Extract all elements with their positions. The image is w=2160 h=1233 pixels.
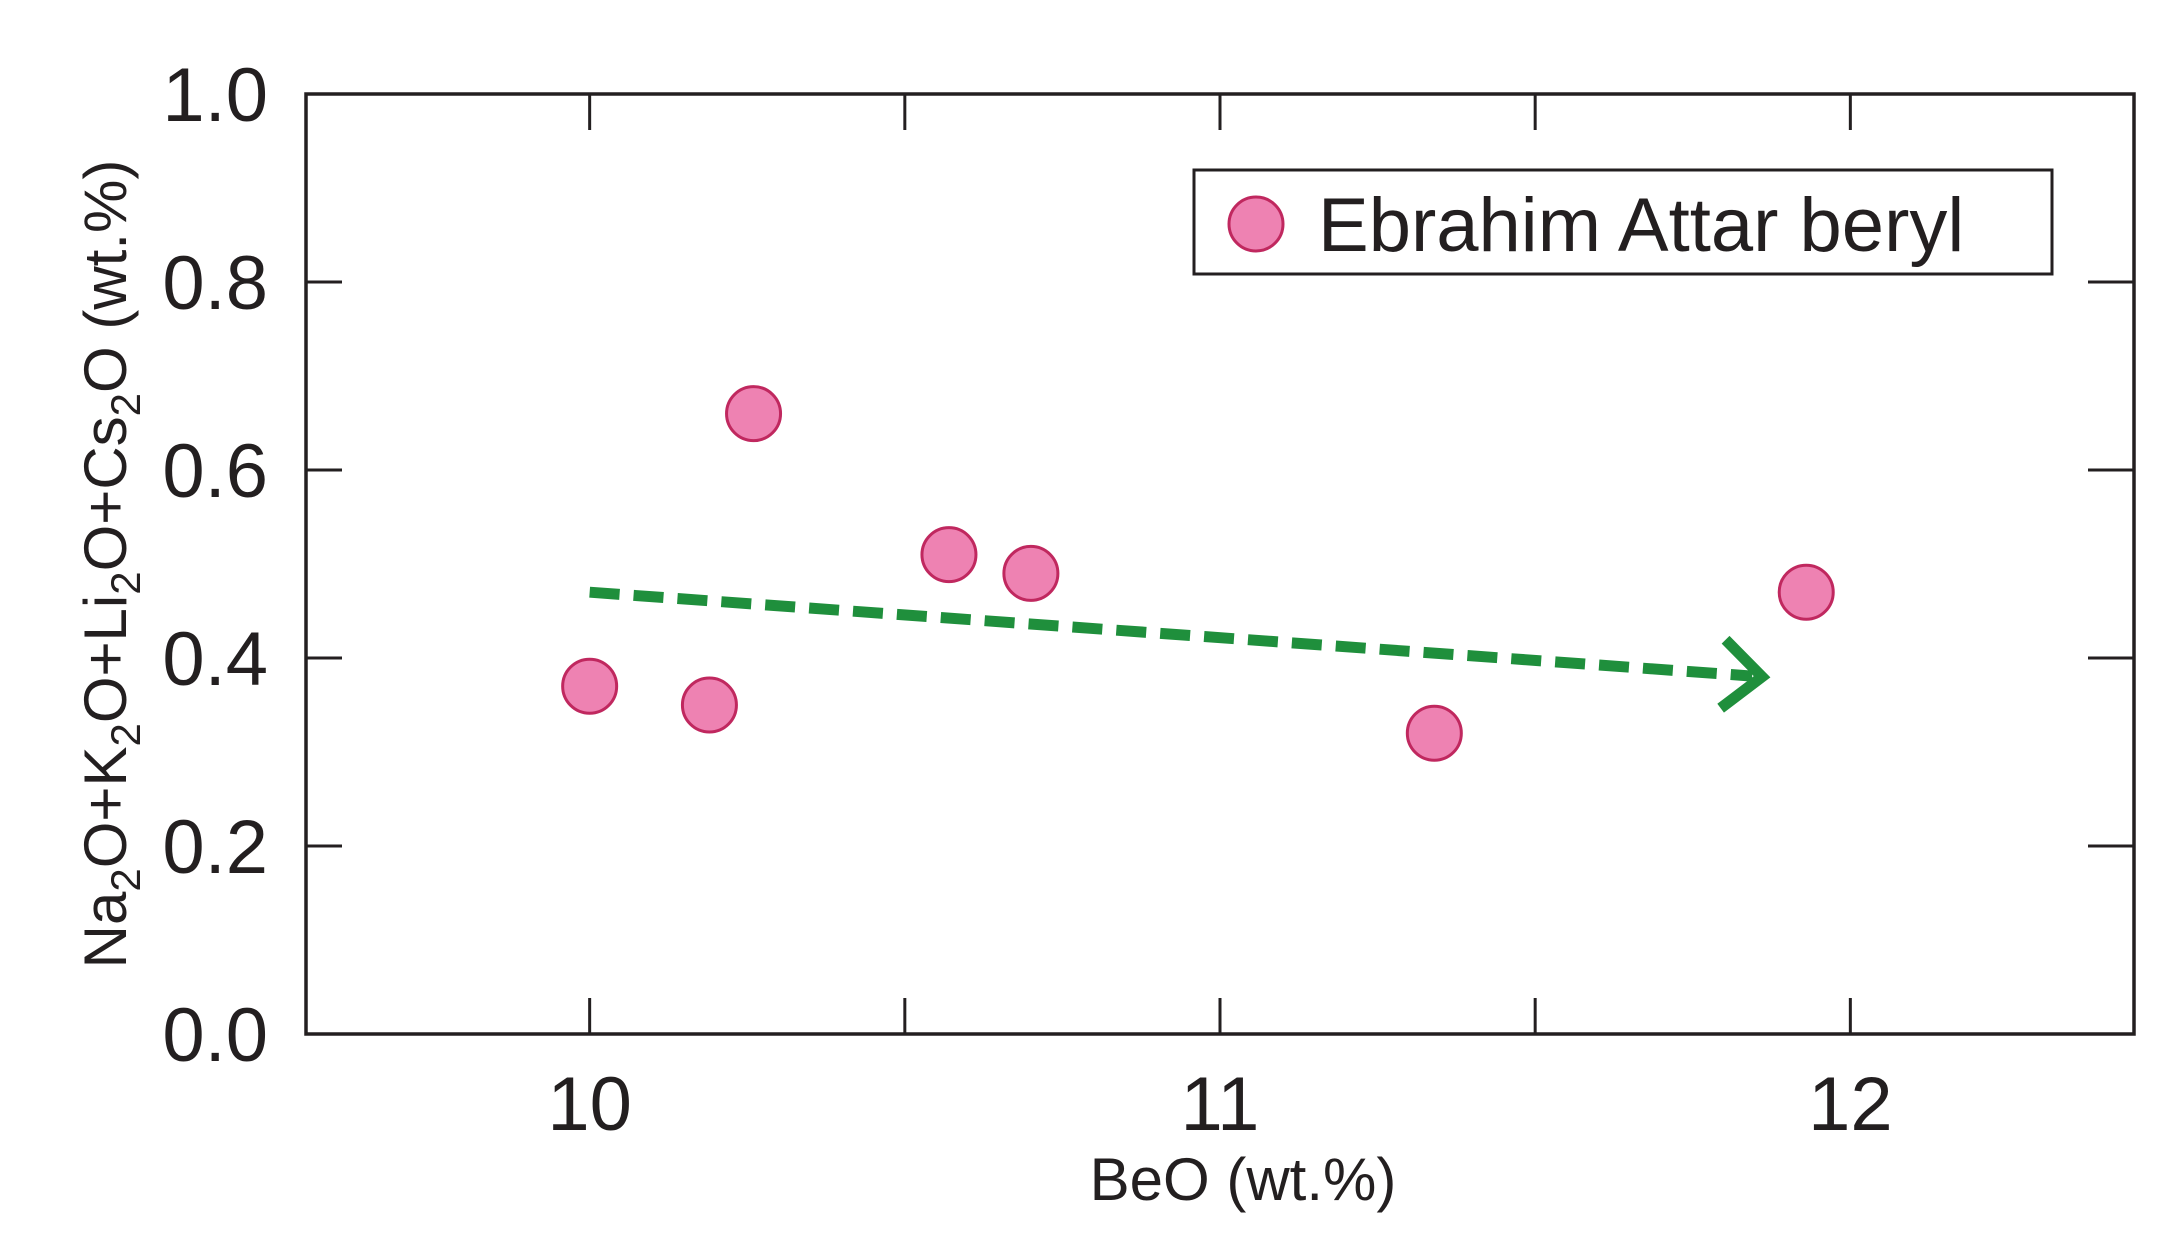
x-axis-ticks xyxy=(588,94,1852,1034)
x-tick-label: 12 xyxy=(1808,1062,1893,1147)
data-point xyxy=(1405,704,1463,762)
x-tick-label: 10 xyxy=(547,1062,632,1147)
data-points xyxy=(561,385,1835,762)
y-tick-labels: 0.0 0.2 0.4 0.6 0.8 1.0 xyxy=(162,53,268,1078)
data-point xyxy=(680,676,738,734)
data-point xyxy=(561,657,619,715)
y-tick-label: 0.6 xyxy=(162,429,268,514)
data-point xyxy=(1002,544,1060,602)
y-tick-label: 0.2 xyxy=(162,805,268,890)
y-tick-label: 1.0 xyxy=(162,53,268,138)
y-axis-title: Na2O+K2O+Li2O+Cs2O (wt.%) xyxy=(72,160,149,969)
legend-label: Ebrahim Attar beryl xyxy=(1318,183,1964,268)
x-tick-label: 11 xyxy=(1181,1062,1260,1147)
x-tick-labels: 10 11 12 xyxy=(547,1062,1892,1147)
plot-frame xyxy=(304,92,2136,1036)
y-tick-label: 0.0 xyxy=(162,993,268,1078)
trend-arrow xyxy=(589,586,1771,713)
data-point xyxy=(1777,563,1835,621)
data-point xyxy=(920,526,978,584)
legend-marker xyxy=(1227,195,1285,253)
y-tick-label: 0.8 xyxy=(162,241,268,326)
y-tick-label: 0.4 xyxy=(162,617,268,702)
trend-arrow-shaft xyxy=(589,586,1753,682)
x-axis-title: BeO (wt.%) xyxy=(1090,1146,1397,1213)
data-point xyxy=(725,385,783,443)
trend-arrow-head xyxy=(1717,635,1771,713)
legend-box xyxy=(1192,168,2054,276)
legend: Ebrahim Attar beryl xyxy=(1192,168,2054,276)
